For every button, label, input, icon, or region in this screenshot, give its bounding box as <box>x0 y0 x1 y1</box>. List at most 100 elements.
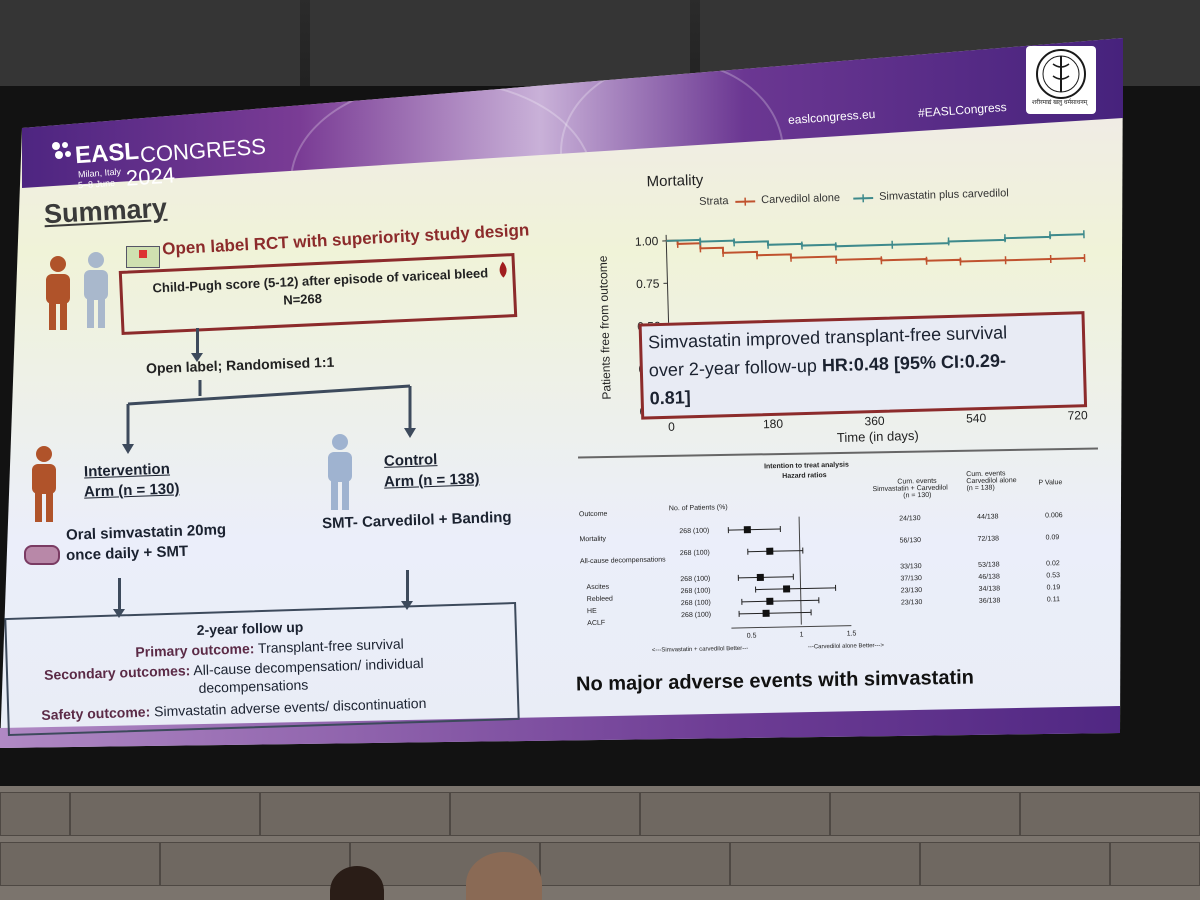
flow-arrow <box>401 570 413 610</box>
forest-row-pvalue: 0.006 <box>1045 512 1063 519</box>
brick <box>70 792 260 836</box>
forest-row-outcome: HE <box>587 608 597 615</box>
brick <box>920 842 1110 886</box>
brick <box>1110 842 1200 886</box>
km-x-tick-label: 180 <box>763 417 784 432</box>
forest-x-tick-label: 1.5 <box>847 630 857 637</box>
person-icon <box>46 256 70 330</box>
forest-point-estimate <box>783 585 791 593</box>
primary-value: Transplant-free survival <box>257 635 404 657</box>
intervention-title-2: Arm (n = 130) <box>83 480 180 501</box>
km-x-axis-label: Time (in days) <box>837 428 919 445</box>
summary-title: Summary <box>43 192 168 230</box>
forest-row-pvalue: 0.11 <box>1047 596 1060 603</box>
forest-plot: Intention to treat analysis Hazard ratio… <box>568 455 1092 666</box>
legend-swatch-carvedilol <box>735 197 756 206</box>
legend-label-carvedilol: Carvedilol alone <box>761 191 841 207</box>
population-n: N=268 <box>282 290 323 308</box>
brick <box>260 792 450 836</box>
safety-outcome: Safety outcome: Simvastatin adverse even… <box>41 695 427 723</box>
pill-icon <box>24 545 60 565</box>
primary-label: Primary outcome: <box>135 640 255 660</box>
forest-null-line <box>798 516 802 625</box>
forest-row-npatients: 268 (100) <box>681 612 711 620</box>
km-y-tick-label: 0.75 <box>636 277 660 292</box>
forest-x-axis <box>731 625 852 629</box>
forest-row-carv-events: 34/138 <box>979 585 1001 592</box>
forest-row-sim-events: 23/130 <box>901 599 923 606</box>
forest-ci-line <box>728 528 781 531</box>
forest-row-npatients: 268 (100) <box>681 600 711 608</box>
secondary-label: Secondary outcomes: <box>43 662 191 683</box>
followup-box: 2-year follow up Primary outcome: Transp… <box>4 601 520 737</box>
legend-swatch-simvastatin <box>853 194 874 203</box>
forest-row-pvalue: 0.19 <box>1047 584 1061 591</box>
forest-row-outcome: All-cause decompensations <box>580 556 666 565</box>
brick <box>640 792 830 836</box>
forest-row-npatients: 268 (100) <box>679 528 709 536</box>
brick <box>0 792 70 836</box>
forest-row-sim-events: 24/130 <box>899 515 921 522</box>
brick <box>830 792 1020 836</box>
forest-row-outcome: ACLF <box>587 620 605 627</box>
forest-row-outcome: Ascites <box>586 584 609 591</box>
forest-point-estimate <box>762 609 770 617</box>
person-icon <box>328 434 352 510</box>
forest-ci-line <box>747 550 803 553</box>
forest-ci-line <box>741 599 819 603</box>
brick <box>450 792 640 836</box>
forest-row-npatients: 268 (100) <box>680 550 710 558</box>
secondary-value-1: All-cause decompensation/ individual <box>193 654 424 679</box>
callout-box: Simvastatin improved transplant-free sur… <box>638 311 1088 420</box>
forest-ci-line <box>738 576 794 579</box>
easl-logo-icon <box>50 140 72 162</box>
forest-row-sim-events: 37/130 <box>900 575 922 582</box>
callout-line-2: over 2-year follow-up HR:0.48 [95% CI:0.… <box>649 350 1007 381</box>
ceiling-panel <box>0 0 300 95</box>
institute-logo: शरीरमाद्यं खलु धर्मसाधनम् <box>1026 46 1096 114</box>
safety-value: Simvastatin adverse events/ discontinuat… <box>153 694 427 720</box>
km-plot: Mortality Strata Carvedilol alone Simvas… <box>576 143 1104 457</box>
callout-line-3: 0.81] <box>649 387 691 409</box>
forest-row-pvalue: 0.53 <box>1046 572 1060 579</box>
forest-chart: 0.5 1 1.5 <---Simvastatin + carvedilol Bett… <box>579 512 1063 654</box>
forest-row-npatients: 268 (100) <box>681 588 711 596</box>
forest-row-carv-events: 44/138 <box>977 513 999 520</box>
callout-line-2b: HR:0.48 [95% CI:0.29- <box>821 350 1007 376</box>
km-y-axis-label: Patients free from outcome <box>596 255 614 400</box>
secondary-value-2: decompensations <box>198 676 309 696</box>
brick <box>730 842 920 886</box>
brick <box>540 842 730 886</box>
km-x-tick-label: 360 <box>864 414 885 429</box>
km-x-tick-label: 720 <box>1067 408 1088 423</box>
forest-row-carv-events: 53/138 <box>978 561 1000 568</box>
audience-head <box>330 866 384 900</box>
km-x-tick-label: 540 <box>966 411 987 426</box>
forest-row-pvalue: 0.09 <box>1046 534 1060 541</box>
logo-motto: शरीरमाद्यं खलु धर्मसाधनम् <box>1032 100 1088 106</box>
forest-row-carv-events: 36/138 <box>979 597 1001 604</box>
forest-row-pvalue: 0.02 <box>1046 560 1060 567</box>
forest-left-note: <---Simvastatin + carvedilol Better--- <box>652 646 748 654</box>
forest-point-estimate <box>766 547 774 555</box>
flow-arrow <box>113 578 125 618</box>
km-series-line-0 <box>666 239 1085 263</box>
population-box: Child-Pugh score (5-12) after episode of… <box>118 253 518 335</box>
brick <box>0 842 160 886</box>
forest-row-sim-events: 56/130 <box>900 537 922 544</box>
person-icon <box>84 252 108 328</box>
person-icon <box>32 446 56 522</box>
branch-connector <box>122 380 416 454</box>
km-y-tick-label: 1.00 <box>635 234 659 249</box>
callout-line-2a: over 2-year follow-up <box>648 355 823 381</box>
intervention-title-1: Intervention <box>83 460 171 481</box>
km-title: Mortality <box>646 171 704 191</box>
institute-emblem-icon <box>1036 49 1086 99</box>
km-x-tick-label: 0 <box>668 420 675 434</box>
forest-ci-line <box>755 587 836 591</box>
followup-title: 2-year follow up <box>196 618 304 639</box>
forest-point-estimate <box>766 597 774 605</box>
brick <box>160 842 350 886</box>
